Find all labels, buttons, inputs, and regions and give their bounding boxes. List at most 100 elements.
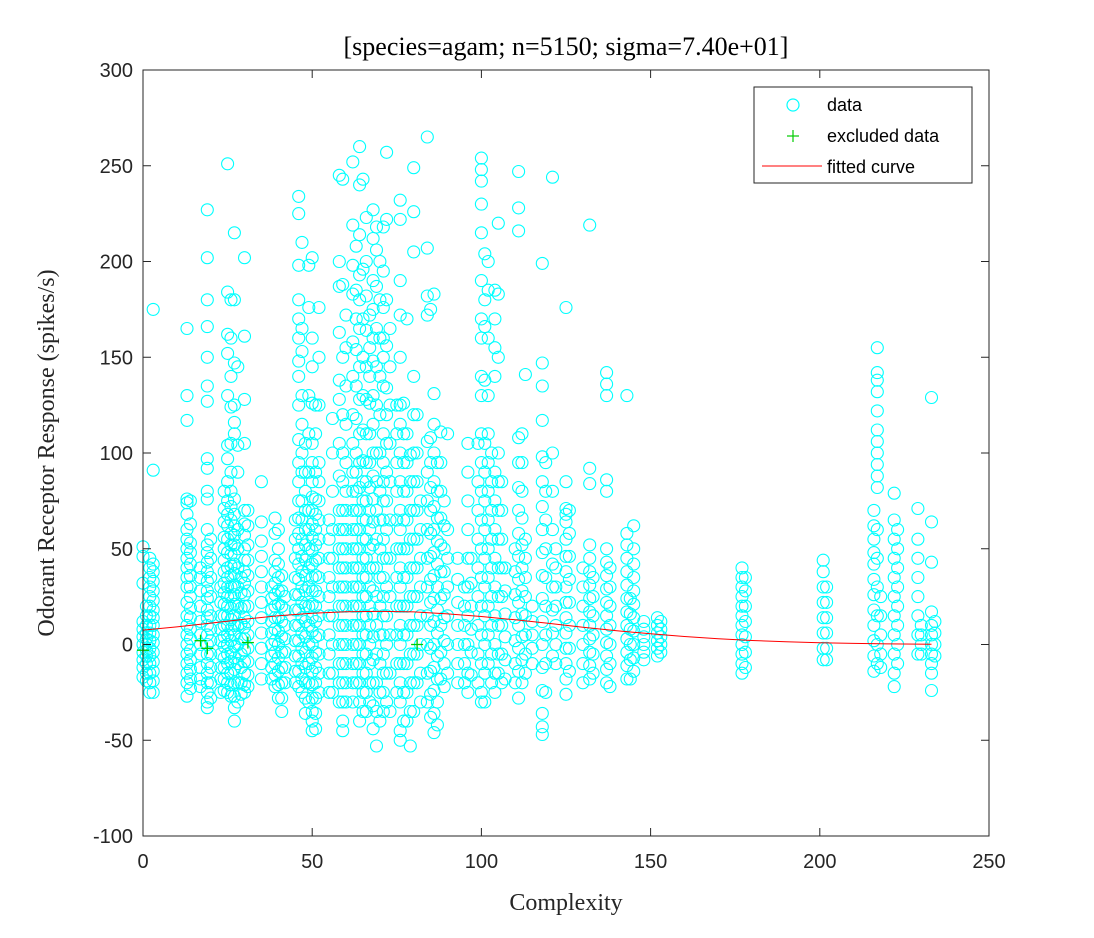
data-point: [373, 369, 387, 383]
data-point: [390, 542, 404, 556]
data-point: [292, 433, 306, 447]
data-point: [464, 645, 478, 659]
data-point: [407, 647, 421, 661]
data-point: [474, 274, 488, 288]
data-point: [322, 551, 336, 565]
data-point: [427, 387, 441, 401]
data-point: [535, 683, 549, 698]
data-point: [339, 417, 353, 431]
data-point: [349, 637, 363, 652]
data-point: [393, 417, 407, 431]
data-point: [586, 647, 600, 661]
data-point: [471, 561, 485, 575]
data-point: [359, 392, 373, 406]
data-point: [349, 503, 363, 517]
data-point: [393, 676, 407, 690]
data-point: [535, 413, 549, 427]
data-point: [305, 490, 319, 504]
data-point: [627, 519, 641, 533]
data-point: [363, 369, 377, 383]
data-point: [200, 657, 214, 671]
data-point: [393, 308, 407, 322]
data-point: [874, 647, 888, 661]
data-point: [924, 647, 939, 661]
data-point: [535, 500, 549, 514]
data-point: [366, 389, 380, 403]
data-point: [221, 438, 235, 452]
data-point: [539, 570, 553, 585]
data-point: [481, 570, 495, 585]
data-point: [474, 484, 488, 498]
data-point: [295, 465, 309, 479]
data-point: [369, 618, 384, 632]
data-point: [437, 519, 451, 533]
data-point: [451, 618, 465, 632]
data-point: [305, 597, 319, 611]
data-point: [183, 672, 197, 686]
data-point: [627, 570, 641, 585]
data-point: [349, 676, 363, 690]
data-point: [559, 626, 573, 640]
legend-data-label: data: [827, 95, 863, 115]
data-point: [583, 632, 597, 646]
data-point: [397, 456, 411, 470]
data-point: [339, 695, 353, 709]
data-point: [478, 465, 492, 479]
data-point: [383, 551, 397, 565]
data-point: [356, 666, 370, 680]
data-point: [891, 618, 905, 632]
data-point: [325, 523, 340, 537]
data-point: [146, 618, 160, 632]
data-point: [380, 381, 394, 395]
data-point: [200, 484, 214, 498]
data-point: [539, 685, 553, 699]
data-point: [183, 653, 197, 667]
data-point: [576, 657, 590, 671]
data-point: [373, 484, 387, 498]
data-point: [403, 739, 417, 753]
data-point: [457, 618, 472, 632]
data-point: [393, 657, 407, 671]
data-point: [434, 591, 448, 606]
data-point: [292, 189, 306, 203]
data-point: [231, 695, 245, 709]
data-point: [393, 274, 407, 288]
data-point: [237, 528, 252, 542]
data-point: [427, 417, 441, 431]
data-point: [410, 590, 424, 604]
data-point: [298, 584, 312, 598]
data-point: [478, 551, 492, 565]
data-point: [349, 343, 363, 357]
data-point: [237, 436, 252, 450]
data-point: [393, 724, 407, 738]
data-point: [424, 664, 438, 678]
data-point: [397, 714, 411, 728]
data-point: [437, 565, 451, 579]
data-point: [302, 465, 316, 479]
data-point: [180, 689, 194, 703]
data-point: [407, 503, 421, 517]
data-point: [471, 647, 485, 661]
data-point: [376, 628, 390, 642]
data-point: [221, 599, 235, 613]
data-point: [427, 446, 441, 460]
data-point: [292, 331, 306, 345]
data-point: [376, 685, 390, 699]
data-point: [539, 628, 553, 642]
data-point: [407, 704, 421, 719]
data-point: [451, 595, 465, 609]
data-point: [735, 647, 749, 661]
data-point: [369, 220, 384, 234]
data-point: [332, 542, 346, 556]
data-point: [390, 685, 404, 699]
data-point: [430, 649, 444, 663]
data-point: [400, 427, 414, 441]
data-point: [346, 369, 360, 383]
data-point: [332, 637, 346, 652]
data-point: [237, 517, 252, 531]
data-point: [237, 251, 252, 265]
data-point: [874, 628, 888, 642]
data-point: [224, 369, 238, 383]
data-point: [407, 618, 421, 632]
data-point: [234, 586, 248, 600]
